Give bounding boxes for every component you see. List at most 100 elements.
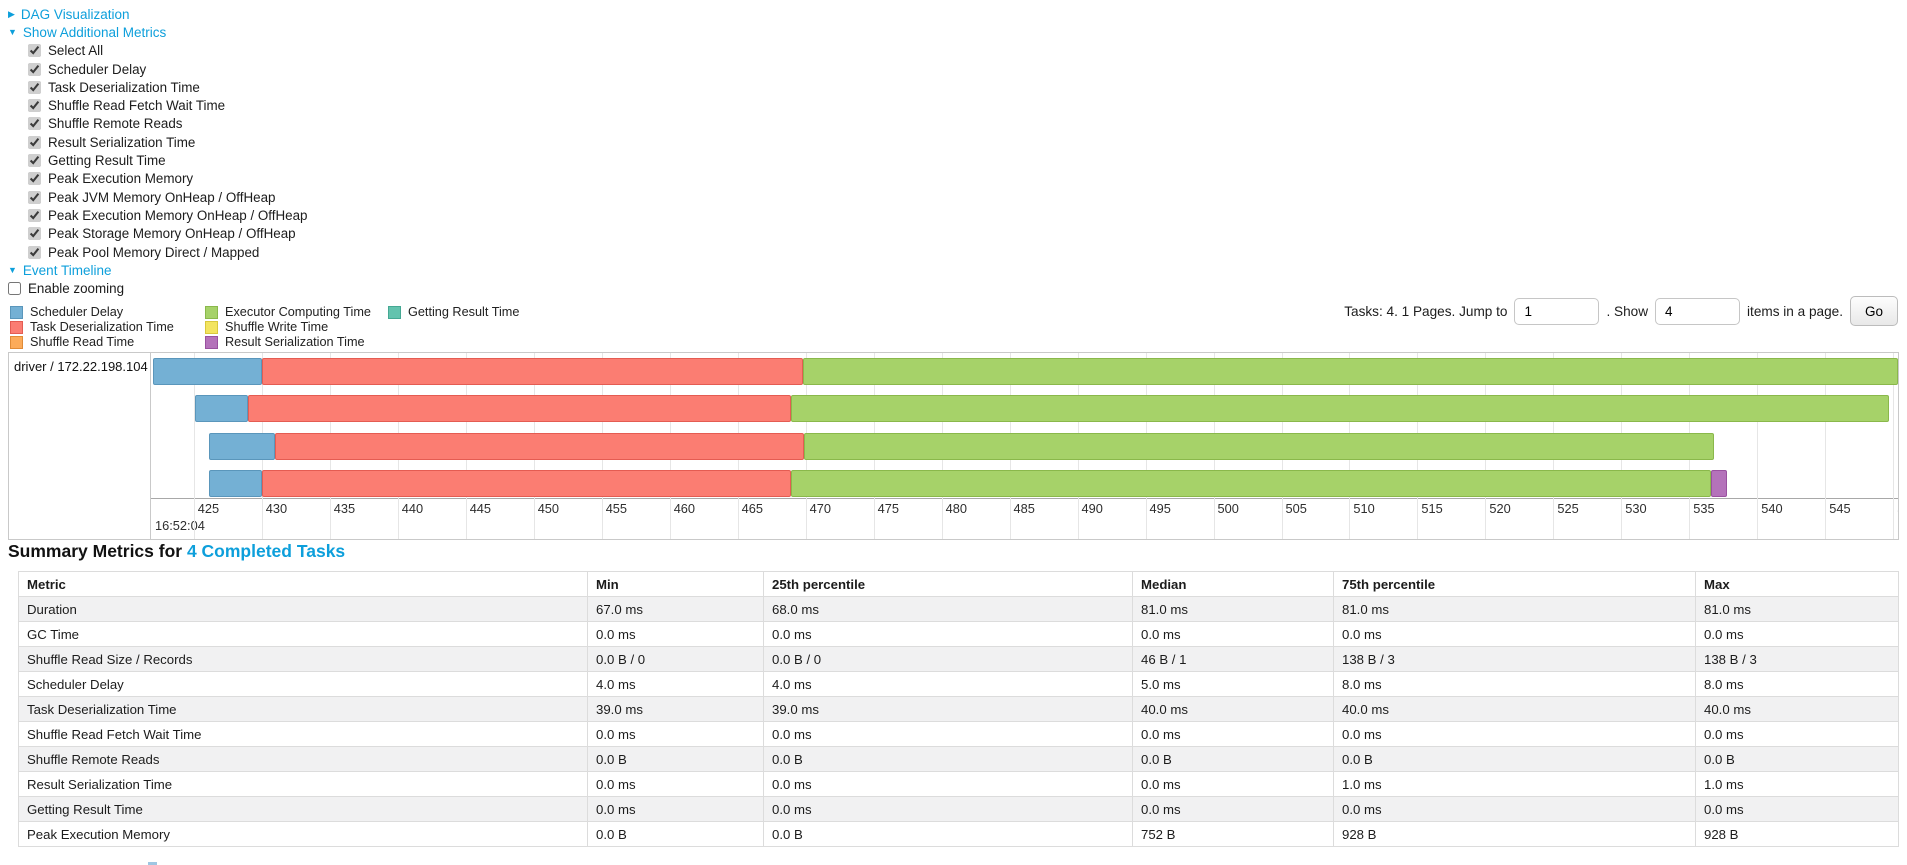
timeline-tick-label: 475 [877,501,899,516]
dag-visualization-toggle[interactable]: ▶ DAG Visualization [8,5,308,23]
metric-checkbox-label: Result Serialization Time [48,134,196,150]
task-4-segment-result_serialization[interactable] [1711,469,1728,497]
timeline-tick-label: 485 [1013,501,1035,516]
metric-checkbox-label: Peak Execution Memory [48,171,194,187]
expanded-arrow-icon: ▼ [8,264,17,275]
metric-name-cell: Shuffle Remote Reads [18,746,588,772]
metric-checkbox-peak-execution-memory[interactable] [28,172,41,186]
executor-group-label: driver / 172.22.198.104 [14,359,148,374]
summary-metrics-table: Metric Min 25th percentile Median 75th perce… [18,571,1899,847]
metric-checkbox-label: Task Deserialization Time [48,79,200,95]
legend-item-executor-computing-time: Executor Computing Time [205,305,388,320]
legend-column: Scheduler Delay Task Deserialization Time… [10,305,205,350]
metric-name-cell: Peak Execution Memory [18,821,588,847]
items-per-page-input[interactable] [1655,297,1741,325]
task-4-segment-executor_computing[interactable] [790,469,1712,497]
metric-checkbox-scheduler-delay[interactable] [28,62,41,76]
timeline-tick-label: 440 [401,501,424,516]
metric-value-cell: 0.0 ms [1132,796,1334,822]
timeline-tick-label: 430 [265,501,288,516]
metric-checkbox-peak-jvm-memory-onheap-offheap[interactable] [28,190,41,204]
metric-checkbox-peak-execution-memory-onheap-offheap[interactable] [28,208,41,222]
metric-checkbox-label: Peak Pool Memory Direct / Mapped [48,244,260,260]
event-timeline-toggle[interactable]: ▼ Event Timeline [8,261,308,279]
metric-option-scheduler-delay: Scheduler Delay [28,60,308,78]
metric-checkbox-label: Shuffle Read Fetch Wait Time [48,98,226,114]
metric-value-cell: 68.0 ms [763,596,1133,622]
timeline-gridline [193,353,195,539]
timeline-plot-area: 16:52:04 425 430 435 440 445 450 455 460 465 470 4… [151,353,1898,539]
metric-checkbox-shuffle-remote-reads[interactable] [28,117,41,131]
enable-zooming-checkbox[interactable] [8,282,21,296]
task-2-segment-task_deserialization[interactable] [248,395,791,423]
metric-option-select-all: Select All [28,42,308,60]
metric-checkbox-task-deserialization-time[interactable] [28,80,41,94]
task-4-segment-task_deserialization[interactable] [261,469,791,497]
timeline-gridline [1825,353,1827,539]
metric-checkbox-label: Scheduler Delay [48,61,147,77]
metric-checkbox-peak-storage-memory-onheap-offheap[interactable] [28,227,41,241]
task-1-segment-scheduler_delay[interactable] [153,358,262,385]
metric-row-shuffle-read-size-records: Shuffle Read Size / Records 0.0 B / 0 0.0 … [18,646,1899,672]
metric-value-cell: 0.0 ms [587,721,764,747]
timeline-tick-label: 455 [605,501,628,516]
task-1-segment-task_deserialization[interactable] [261,358,803,385]
metric-value-cell: 928 B [1333,821,1696,847]
metric-checkbox-getting-result-time[interactable] [28,154,41,168]
metric-value-cell: 0.0 ms [1695,621,1899,647]
go-button[interactable]: Go [1849,296,1898,326]
timeline-major-time-label: 16:52:04 [155,518,205,533]
timeline-tick-label: 520 [1489,501,1511,516]
task-2-segment-executor_computing[interactable] [790,395,1890,423]
task-2-segment-scheduler_delay[interactable] [195,395,249,423]
timeline-gridline [1757,353,1759,539]
metric-checkbox-peak-pool-memory-direct-mapped[interactable] [28,245,41,259]
task-3-segment-scheduler_delay[interactable] [208,432,276,460]
show-additional-metrics-toggle[interactable]: ▼ Show Additional Metrics [8,23,308,41]
show-additional-metrics-label: Show Additional Metrics [22,24,167,40]
metric-checkbox-select-all[interactable] [28,44,41,58]
metric-checkbox-label: Peak Execution Memory OnHeap / OffHeap [48,207,308,223]
task-3-segment-executor_computing[interactable] [804,432,1714,460]
metric-value-cell: 46 B / 1 [1132,646,1334,672]
metric-value-cell: 81.0 ms [1333,596,1696,622]
timeline-tick-label: 510 [1353,501,1375,516]
task-1-segment-executor_computing[interactable] [802,358,1898,385]
metric-checkbox-result-serialization-time[interactable] [28,135,41,149]
legend-item-task-deserialization-time: Task Deserialization Time [10,320,205,335]
metric-value-cell: 0.0 ms [763,721,1133,747]
stage-controls: ▶ DAG Visualization ▼ Show Additional Me… [8,5,308,298]
timeline-tick-label: 490 [1081,501,1103,516]
table-header-row: Metric Min 25th percentile Median 75th perce… [18,571,1899,597]
metric-name-cell: Task Deserialization Time [18,696,588,722]
metric-checkbox-shuffle-read-fetch-wait-time[interactable] [28,99,41,113]
metric-checkbox-label: Shuffle Remote Reads [48,116,183,132]
metric-value-cell: 1.0 ms [1333,771,1696,797]
metric-name-cell: Shuffle Read Size / Records [18,646,588,672]
jump-to-page-input[interactable] [1514,297,1600,325]
timeline-tick-label: 445 [469,501,492,516]
metric-checkbox-label: Peak Storage Memory OnHeap / OffHeap [48,226,296,242]
metric-value-cell: 138 B / 3 [1333,646,1696,672]
pagination-suffix-text: items in a page. [1747,303,1843,319]
completed-tasks-link[interactable]: 4 Completed Tasks [186,541,346,561]
task-4-segment-scheduler_delay[interactable] [208,469,262,497]
timeline-tick-label: 545 [1829,501,1851,516]
metric-value-cell: 0.0 ms [1333,796,1696,822]
task-3-segment-task_deserialization[interactable] [275,432,805,460]
timeline-tick-label: 525 [1557,501,1579,516]
metric-value-cell: 0.0 ms [587,621,764,647]
result_serialization-swatch-icon [205,335,218,349]
metric-option-peak-jvm-memory-onheap-offheap: Peak JVM Memory OnHeap / OffHeap [28,188,308,206]
timeline-tick-label: 425 [197,501,220,516]
legend-label: Executor Computing Time [225,305,371,320]
timeline-tick-label: 515 [1421,501,1443,516]
timeline-tick-label: 465 [741,501,763,516]
metric-checkbox-label: Peak JVM Memory OnHeap / OffHeap [48,189,276,205]
metric-option-shuffle-remote-reads: Shuffle Remote Reads [28,115,308,133]
timeline-legend: Scheduler Delay Task Deserialization Time… [10,305,588,350]
scheduler_delay-swatch-icon [10,305,23,319]
legend-item-scheduler-delay: Scheduler Delay [10,305,205,320]
metric-value-cell: 0.0 ms [1333,621,1696,647]
metric-value-cell: 4.0 ms [763,671,1133,697]
